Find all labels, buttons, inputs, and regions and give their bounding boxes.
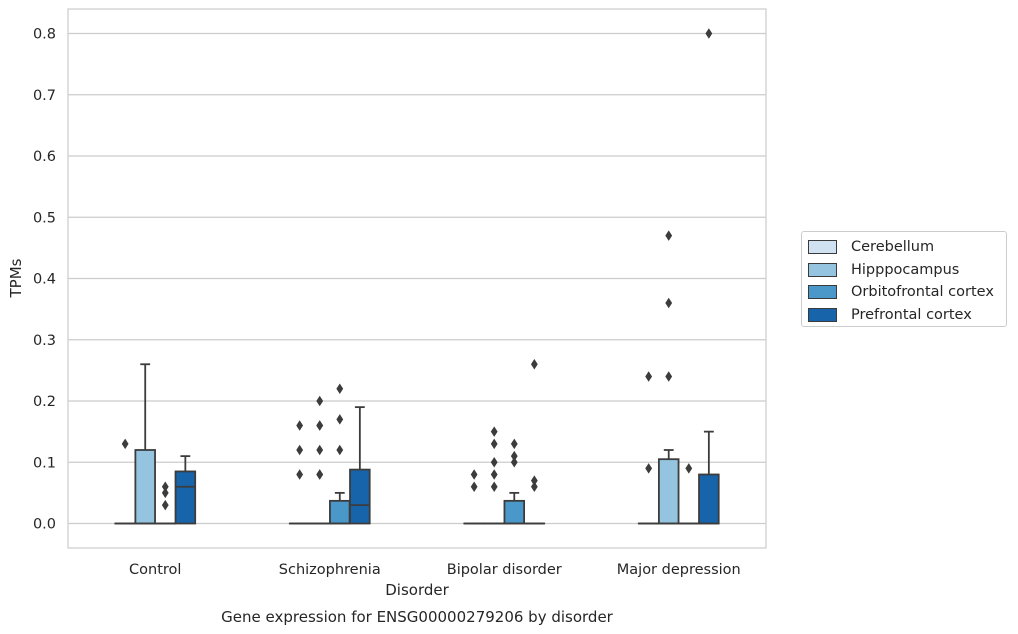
box-prefrontal-cortex [174,470,197,525]
outlier-point [490,481,498,492]
box-orbitofrontal-cortex [329,499,351,525]
outlier-point [665,230,673,241]
y-tick-label: 0.5 [33,210,56,226]
legend-swatch [808,307,837,322]
legend-label: Cerebellum [851,239,935,256]
outlier-point [161,487,169,499]
y-axis-label: TPMs [7,258,25,298]
legend-swatch [808,240,837,255]
box-hipppocampus [657,458,680,525]
x-tick-label: Bipolar disorder [447,562,562,578]
y-tick-label: 0.4 [33,272,56,288]
outlier-point [470,481,478,492]
outlier-point [665,297,673,309]
outlier-point [296,444,304,456]
y-tick-label: 0.1 [33,455,56,471]
legend-label: Orbitofrontal cortex [851,284,994,301]
legend-label: Hipppocampus [851,261,960,278]
box-hipppocampus [134,449,156,525]
legend-item: Cerebellum [808,236,1006,259]
outlier-point [665,371,673,382]
outlier-point [296,469,304,480]
outlier-point [490,426,498,437]
outlier-point [490,438,498,450]
box-prefrontal-cortex [698,473,720,525]
outlier-point [161,481,169,492]
outlier-point [316,444,324,456]
outlier-point [490,457,498,468]
outlier-point [336,383,344,394]
plot-frame [67,8,767,549]
y-tick-label: 0.3 [33,333,56,349]
legend: Cerebellum Hipppocampus Orbitofrontal cort… [801,231,1007,327]
outlier-point [470,469,478,480]
x-tick-label: Control [129,562,181,578]
outlier-point [336,414,344,425]
outlier-point [336,444,344,456]
y-tick-label: 0.7 [33,88,56,104]
outlier-point [510,457,518,468]
legend-item: Orbitofrontal cortex [808,281,1006,304]
x-axis-label: Disorder [385,581,449,599]
outlier-point [645,371,653,382]
outlier-point [316,395,324,407]
y-tick-label: 0.8 [33,27,56,43]
outlier-point [705,28,713,39]
outlier-points [121,28,713,511]
y-tick-label: 0.6 [33,149,56,165]
outlier-point [510,438,518,450]
box-prefrontal-cortex [349,468,371,525]
outlier-point [510,450,518,462]
outlier-point [530,359,538,370]
outlier-point [530,481,538,492]
x-tick-labels: Control Schizophrenia Bipolar disorder Majo… [129,562,741,578]
y-tick-label: 0.2 [33,394,56,410]
legend-label: Prefrontal cortex [851,306,972,323]
x-tick-label: Schizophrenia [279,562,381,578]
y-tick-labels: 0.0 0.1 0.2 0.3 0.4 0.5 0.6 0.7 0.8 [33,27,56,533]
legend-item: Prefrontal cortex [808,304,1006,327]
x-tick-label: Major depression [617,562,741,578]
outlier-point [645,463,653,474]
gridlines [68,32,766,525]
outlier-point [161,499,169,511]
outlier-point [685,463,693,474]
outlier-point [530,475,538,486]
chart-title: Gene expression for ENSG00000279206 by d… [221,608,614,626]
outlier-point [490,469,498,480]
y-tick-label: 0.0 [33,517,56,533]
box-series [114,363,720,525]
outlier-point [316,420,324,431]
box-orbitofrontal-cortex [503,499,526,525]
legend-swatch [808,262,837,277]
outlier-point [121,438,129,450]
legend-item: Hipppocampus [808,259,1006,282]
outlier-point [296,420,304,431]
outlier-point [316,469,324,480]
legend-swatch [808,285,837,300]
